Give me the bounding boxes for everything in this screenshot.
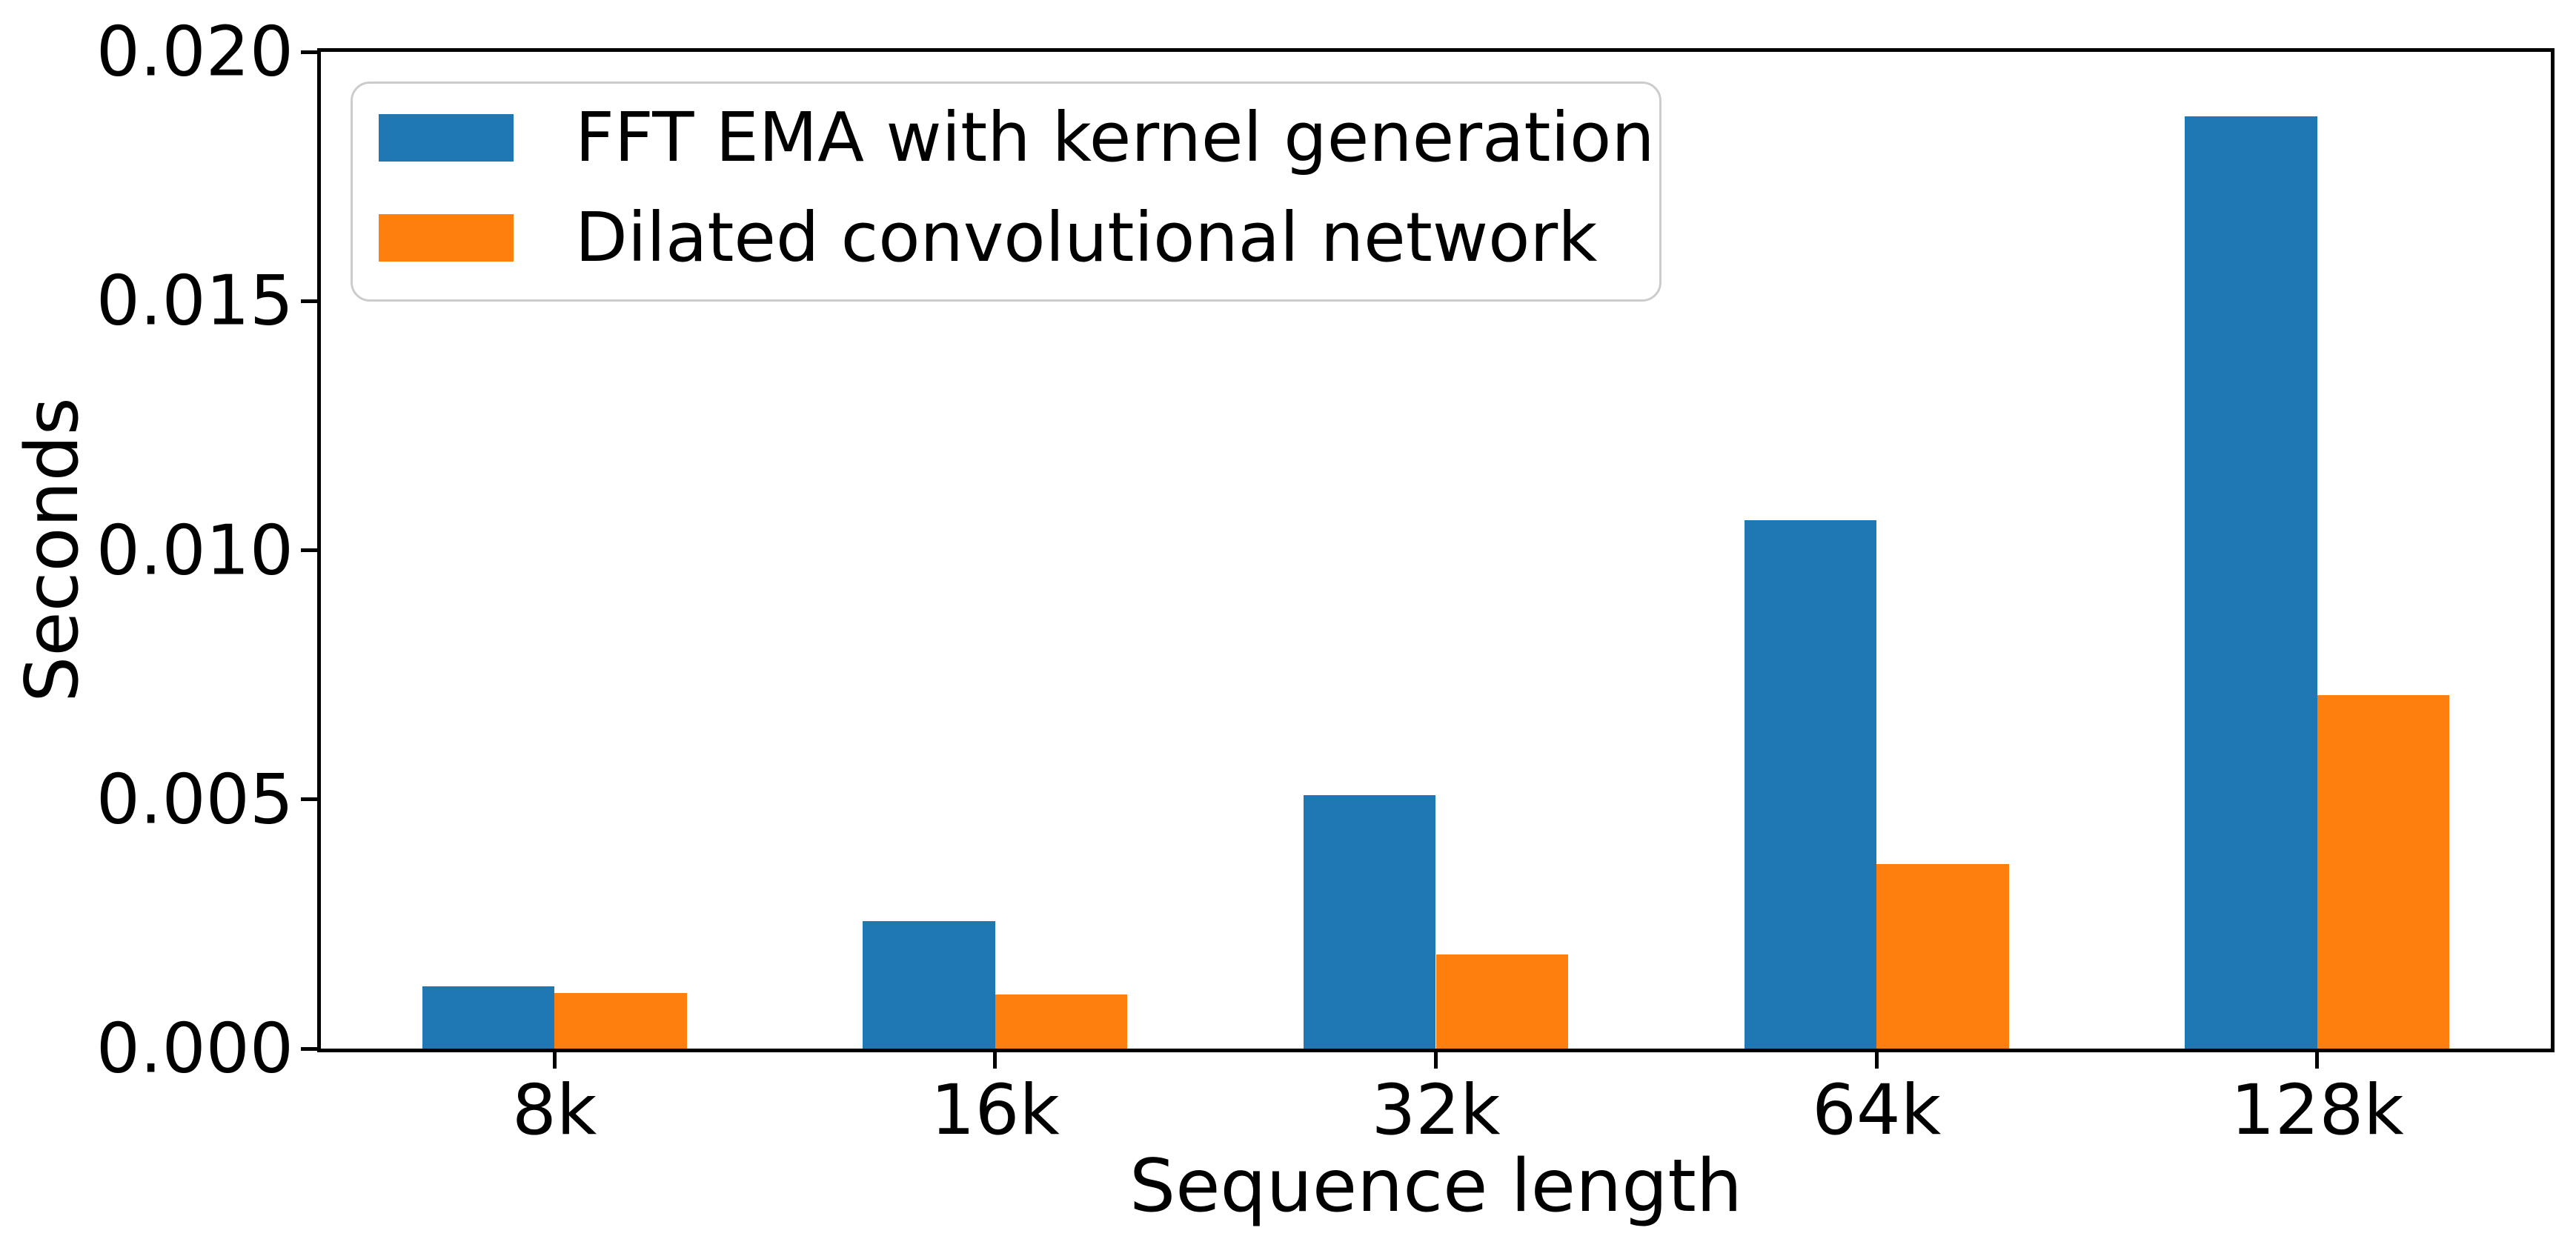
- legend-swatch-blue: [379, 113, 514, 162]
- bar-32k-series0: [1304, 795, 1436, 1049]
- x-tick-label-64k: 64k: [1812, 1070, 1942, 1151]
- bar-64k-series1: [1876, 863, 2009, 1049]
- bar-16k-series1: [995, 994, 1128, 1049]
- bar-64k-series0: [1744, 520, 1877, 1049]
- y-tick-label: 0.000: [96, 1008, 293, 1089]
- legend-item-dilated-conv: Dilated convolutional network: [379, 187, 1659, 288]
- y-tick-mark-0.010: [301, 548, 317, 552]
- legend-swatch-orange: [379, 213, 514, 262]
- y-tick-label: 0.015: [96, 260, 293, 341]
- y-tick-mark-0.020: [301, 50, 317, 54]
- legend-label: Dilated convolutional network: [575, 197, 1598, 277]
- bar-128k-series1: [2317, 694, 2450, 1049]
- legend-label: FFT EMA with kernel generation: [575, 97, 1655, 177]
- bar-128k-series0: [2185, 116, 2317, 1049]
- bar-8k-series1: [554, 992, 687, 1049]
- x-tick-label-32k: 32k: [1371, 1070, 1501, 1151]
- x-tick-mark-32k: [1434, 1052, 1438, 1069]
- y-tick-label: 0.005: [96, 759, 293, 840]
- x-axis-label: Sequence length: [1129, 1144, 1742, 1229]
- x-tick-mark-16k: [993, 1052, 997, 1069]
- y-tick-mark-0.000: [301, 1046, 317, 1051]
- y-tick-mark-0.005: [301, 797, 317, 802]
- x-tick-mark-64k: [1874, 1052, 1879, 1069]
- legend-item-fft-ema: FFT EMA with kernel generation: [379, 87, 1659, 187]
- x-tick-mark-128k: [2315, 1052, 2320, 1069]
- x-tick-label-8k: 8k: [512, 1070, 597, 1151]
- bar-8k-series0: [422, 986, 555, 1049]
- y-tick-mark-0.015: [301, 299, 317, 303]
- x-tick-label-16k: 16k: [930, 1070, 1060, 1151]
- bar-16k-series0: [863, 920, 995, 1049]
- y-tick-label: 0.020: [96, 11, 293, 92]
- y-tick-label: 0.010: [96, 510, 293, 590]
- legend: FFT EMA with kernel generation Dilated c…: [351, 82, 1662, 302]
- bar-32k-series1: [1435, 954, 1568, 1049]
- x-tick-label-128k: 128k: [2230, 1070, 2404, 1151]
- x-tick-mark-8k: [552, 1052, 557, 1069]
